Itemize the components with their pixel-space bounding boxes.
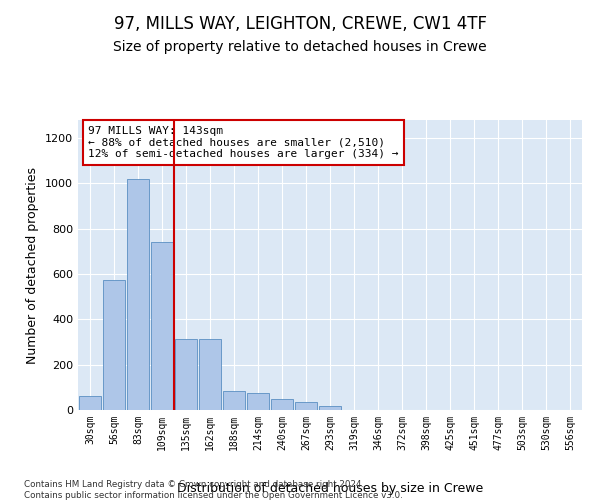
Bar (175, 338, 197, 410)
Bar (127, 179, 149, 410)
Text: 97 MILLS WAY: 143sqm
← 88% of detached houses are smaller (2,510)
12% of semi-de: 97 MILLS WAY: 143sqm ← 88% of detached h… (88, 126, 398, 159)
Bar (223, 390, 245, 410)
Text: Size of property relative to detached houses in Crewe: Size of property relative to detached ho… (113, 40, 487, 54)
Bar (199, 338, 221, 410)
Text: Contains HM Land Registry data © Crown copyright and database right 2024.
Contai: Contains HM Land Registry data © Crown c… (24, 480, 403, 500)
Bar (247, 393, 269, 410)
Bar (271, 398, 293, 410)
Bar (79, 396, 101, 410)
Text: Distribution of detached houses by size in Crewe: Distribution of detached houses by size … (177, 482, 483, 495)
Y-axis label: Number of detached properties: Number of detached properties (26, 166, 40, 364)
Bar (151, 242, 173, 410)
Bar (295, 402, 317, 410)
Text: 97, MILLS WAY, LEIGHTON, CREWE, CW1 4TF: 97, MILLS WAY, LEIGHTON, CREWE, CW1 4TF (113, 15, 487, 33)
Bar (319, 406, 341, 410)
Bar (103, 280, 125, 410)
